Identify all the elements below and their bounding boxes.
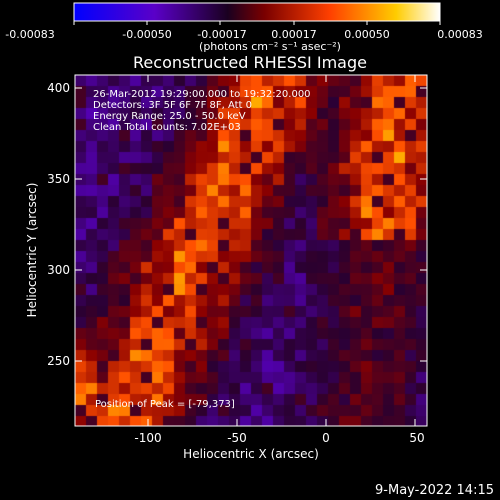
- y-tick-label: 300: [47, 263, 70, 277]
- title-area: Reconstructed RHESSI Image: [133, 53, 367, 72]
- annotation-algorithm-counts: Clean Total counts: 7.02E+03: [93, 122, 241, 133]
- y-tick-label: 250: [47, 354, 70, 368]
- annotation-detectors: Detectors: 3F 5F 6F 7F 8F, Att 0: [93, 100, 252, 111]
- plot-frame: [74, 74, 428, 427]
- x-tick-label: 50: [409, 431, 424, 445]
- y-ticks: [75, 87, 427, 362]
- annotation-time-range: 26-Mar-2012 19:29:00.000 to 19:32:20.000: [93, 89, 311, 100]
- colorbar-tick-label: 0.00050: [344, 28, 390, 41]
- y-axis-label: Heliocentric Y (arcsec): [25, 183, 39, 318]
- colorbar-tick-label: -0.00017: [197, 28, 246, 41]
- x-ticks: [147, 75, 416, 426]
- plot-title: Reconstructed RHESSI Image: [133, 53, 367, 72]
- colorbar-unit-label: (photons cm⁻² s⁻¹ asec⁻²): [199, 40, 341, 53]
- colorbar-ticks: [73, 21, 441, 25]
- y-tick-label: 400: [47, 81, 70, 95]
- footer-timestamp: 9-May-2022 14:15: [375, 483, 494, 498]
- x-axis-label: Heliocentric X (arcsec): [183, 447, 319, 461]
- colorbar-tick-label: -0.00050: [122, 28, 171, 41]
- x-tick-label: -100: [134, 431, 161, 445]
- colorbar-tick-label: -0.00083: [5, 28, 54, 41]
- annotation-energy-range: Energy Range: 25.0 - 50.0 keV: [93, 111, 246, 122]
- colorbar-tick-label: 0.00017: [271, 28, 317, 41]
- colorbar: -0.00083 -0.00050 -0.00017 0.00017 0.000…: [5, 2, 483, 53]
- x-tick-label: -50: [227, 431, 247, 445]
- annotation-peak-position: Position of Peak = [-79,373]: [95, 399, 235, 410]
- x-tick-label: 0: [322, 431, 330, 445]
- rhessi-image: [75, 75, 427, 426]
- colorbar-gradient: [73, 2, 441, 22]
- colorbar-tick-label: 0.00083: [437, 28, 483, 41]
- y-tick-label: 350: [47, 172, 70, 186]
